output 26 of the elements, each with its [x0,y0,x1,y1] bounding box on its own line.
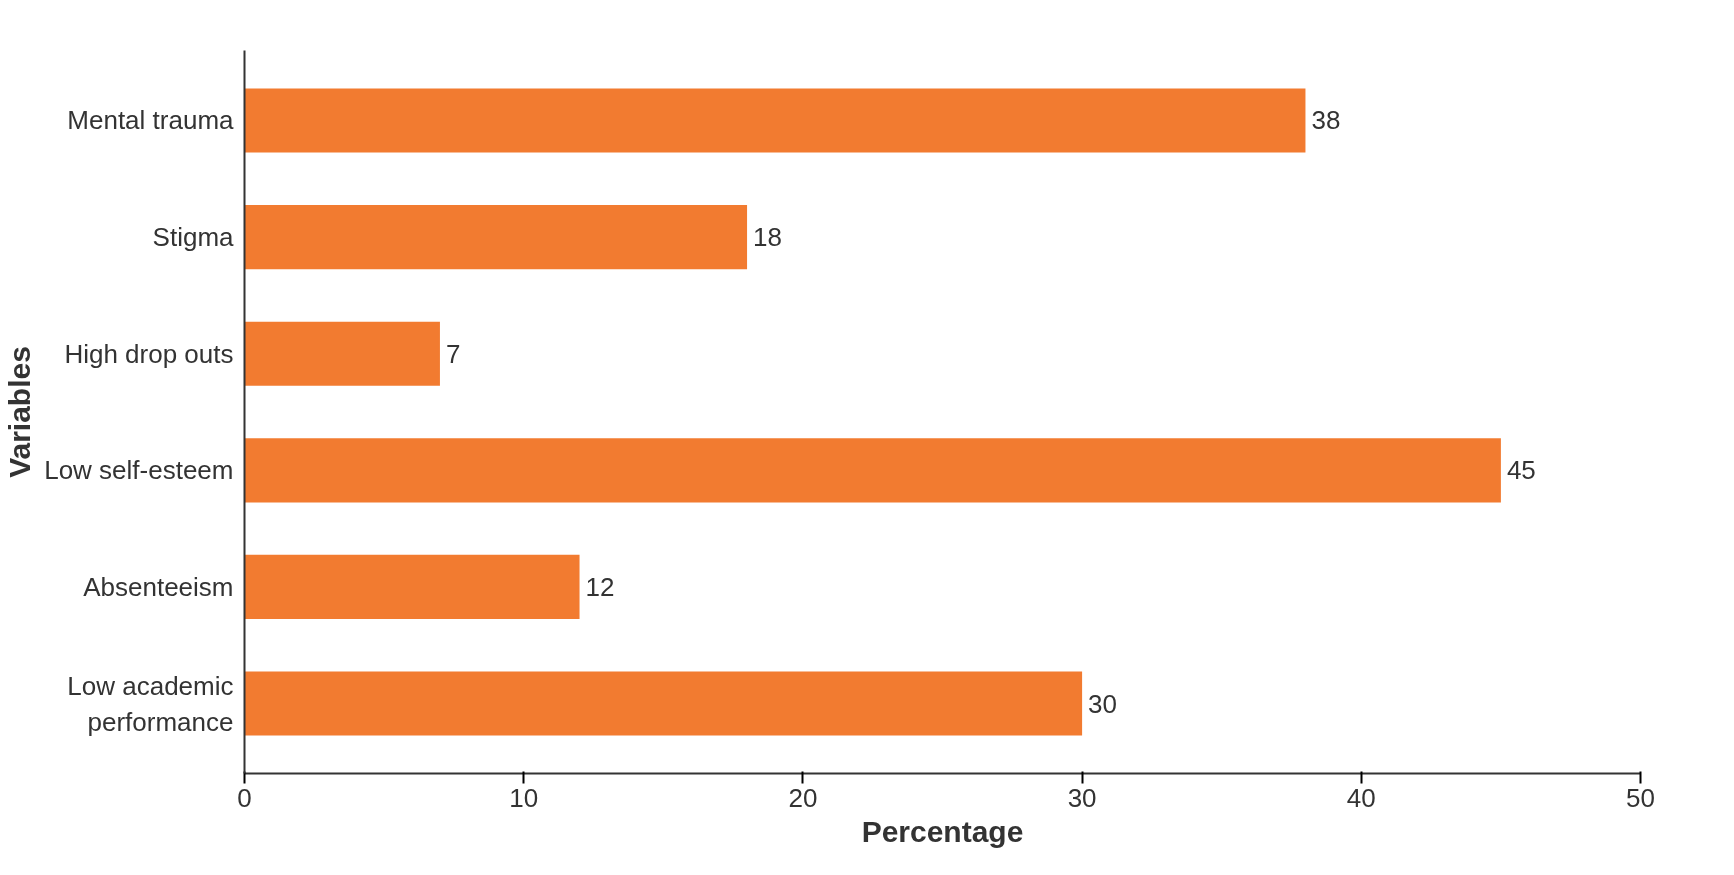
y-tick-label: Absenteeism [83,571,234,602]
x-tick-label: 20 [788,782,818,813]
bar [244,554,580,619]
y-tick-label: Low self-esteem [44,455,234,486]
data-label: 45 [1506,455,1536,486]
y-axis-title: Variables [3,346,37,478]
bar [244,321,440,386]
y-tick-label: High drop outs [64,338,234,369]
bar [244,205,748,270]
data-label: 38 [1311,105,1341,136]
x-tick-label: 0 [237,782,252,813]
bar [244,438,1501,503]
x-tick-label: 30 [1067,782,1097,813]
data-label: 7 [445,338,461,369]
bar [244,88,1306,153]
y-tick-label: Mental trauma [67,105,235,136]
x-tick-label: 40 [1346,782,1376,813]
data-label: 30 [1088,688,1118,719]
x-tick-label: 10 [509,782,539,813]
data-label: 12 [585,571,615,602]
y-tick-label: Low academic performance [67,670,234,737]
x-axis-title: Percentage [861,814,1024,848]
bar [244,671,1083,736]
x-tick-label: 50 [1626,782,1655,813]
data-label: 18 [753,222,782,253]
y-tick-label: Stigma [152,222,235,253]
